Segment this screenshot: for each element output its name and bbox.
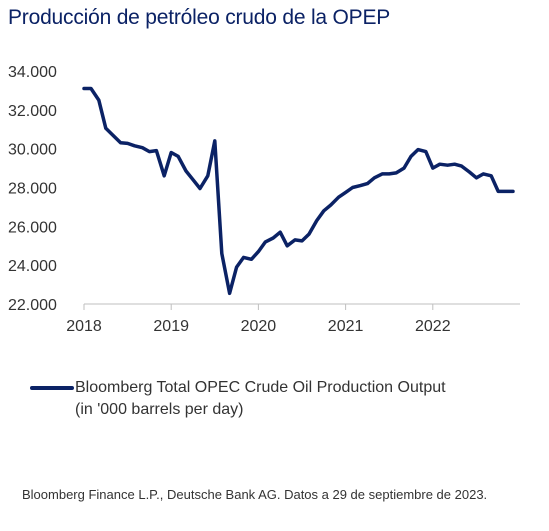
source-note: Bloomberg Finance L.P., Deutsche Bank AG… (22, 487, 488, 502)
series-line (82, 86, 515, 296)
y-tick-label: 34.000 (8, 64, 57, 81)
y-tick-label: 24.000 (8, 258, 57, 275)
line-chart: 22.000 24.000 26.000 28.000 30.000 32.000 34.0… (8, 64, 520, 335)
y-tick-label: 22.000 (8, 297, 57, 314)
legend-label: Bloomberg Total OPEC Crude Oil Productio… (75, 377, 446, 421)
x-tick-label: 2018 (66, 318, 102, 335)
y-tick-label: 30.000 (8, 142, 57, 159)
legend-label-line1: Bloomberg Total OPEC Crude Oil Productio… (75, 379, 446, 396)
x-tick-label: 2022 (415, 318, 451, 335)
legend-label-line2: (in '000 barrels per day) (75, 401, 244, 418)
chart-title: Producción de petróleo crudo de la OPEP (8, 6, 391, 29)
x-tick-label: 2020 (241, 318, 277, 335)
x-tick-label: 2021 (328, 318, 364, 335)
x-tick-label: 2019 (153, 318, 189, 335)
y-tick-label: 28.000 (8, 181, 57, 198)
y-tick-label: 32.000 (8, 103, 57, 120)
legend-swatch (30, 386, 74, 390)
legend: Bloomberg Total OPEC Crude Oil Productio… (30, 377, 446, 421)
y-tick-label: 26.000 (8, 219, 57, 236)
